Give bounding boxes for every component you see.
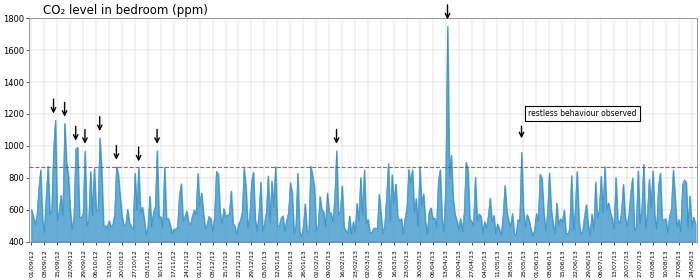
- Text: CO₂ level in bedroom (ppm): CO₂ level in bedroom (ppm): [43, 4, 208, 17]
- Text: restless behaviour observed: restless behaviour observed: [528, 109, 637, 118]
